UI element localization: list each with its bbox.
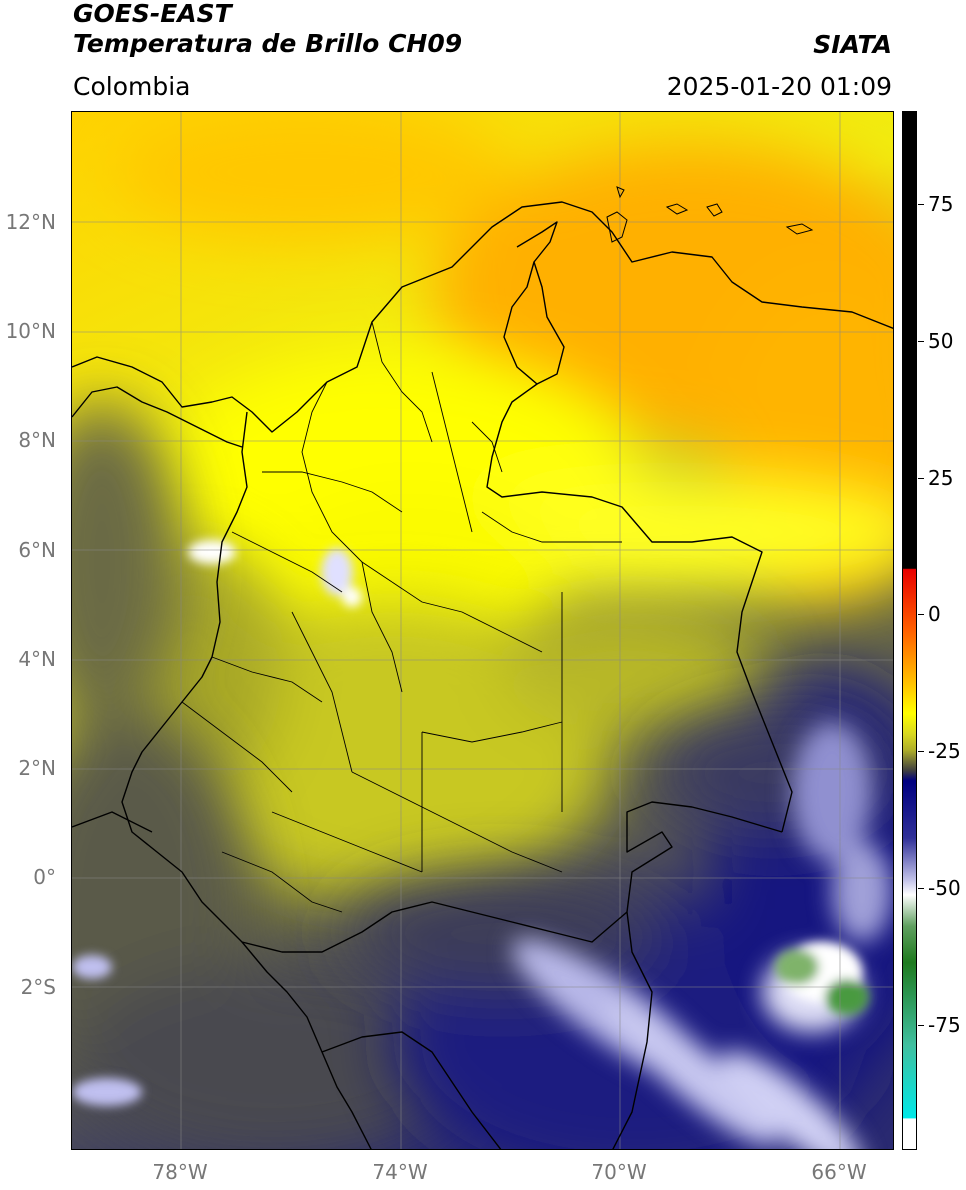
colorbar-tick [918,751,924,752]
agency-label: SIATA [813,30,892,59]
lon-tick-label: 70°W [591,1160,647,1184]
lon-tick-label: 66°W [811,1160,867,1184]
graticule [72,112,893,1149]
colombia-venezuela-border [486,383,793,833]
product-title: Temperatura de Brillo CH09 [73,29,463,58]
map-canvas [72,112,893,1149]
colorbar-label: 75 [928,192,954,216]
lat-tick-label: 0° [33,865,56,889]
satellite-title: GOES-EAST [73,0,232,28]
satellite-map[interactable] [71,111,894,1150]
colombia-ecuador-border [241,901,628,953]
datetime-label: 2025-01-20 01:09 [666,72,892,101]
colorbar-label: -75 [928,1013,961,1037]
lon-tick-label: 74°W [372,1160,428,1184]
lat-tick-label: 2°N [18,756,56,780]
colorbar-label: 50 [928,329,954,353]
colombia-brazil-border [612,801,783,1149]
colorbar-tick [918,478,924,479]
islands [606,186,814,243]
colorbar-tick [918,614,924,615]
lat-tick-label: 10°N [5,319,56,343]
region-label: Colombia [73,72,191,101]
colorbar-tick [918,204,924,205]
colorbar-scale [903,112,916,1149]
lat-tick-label: 8°N [18,428,56,452]
colorbar-label: -25 [928,739,961,763]
lat-tick-label: 12°N [5,210,56,234]
lat-tick-label: 4°N [18,647,56,671]
lat-tick-label: 6°N [18,538,56,562]
pacific-coastline [121,411,372,1149]
colorbar-label: 0 [928,602,941,626]
colorbar-tick [918,1025,924,1026]
colorbar-tick [918,888,924,889]
olive-region [102,552,762,902]
temperature-colorbar [902,111,917,1150]
west-grey-region [72,402,472,1149]
caribbean-coastline [72,201,893,433]
colorbar-label: -50 [928,876,961,900]
colorbar-label: 25 [928,466,954,490]
department-borders [181,321,622,913]
lat-tick-label: 2°S [20,975,56,999]
boundaries [72,201,893,1149]
colorbar-tick [918,341,924,342]
lon-tick-label: 78°W [152,1160,208,1184]
